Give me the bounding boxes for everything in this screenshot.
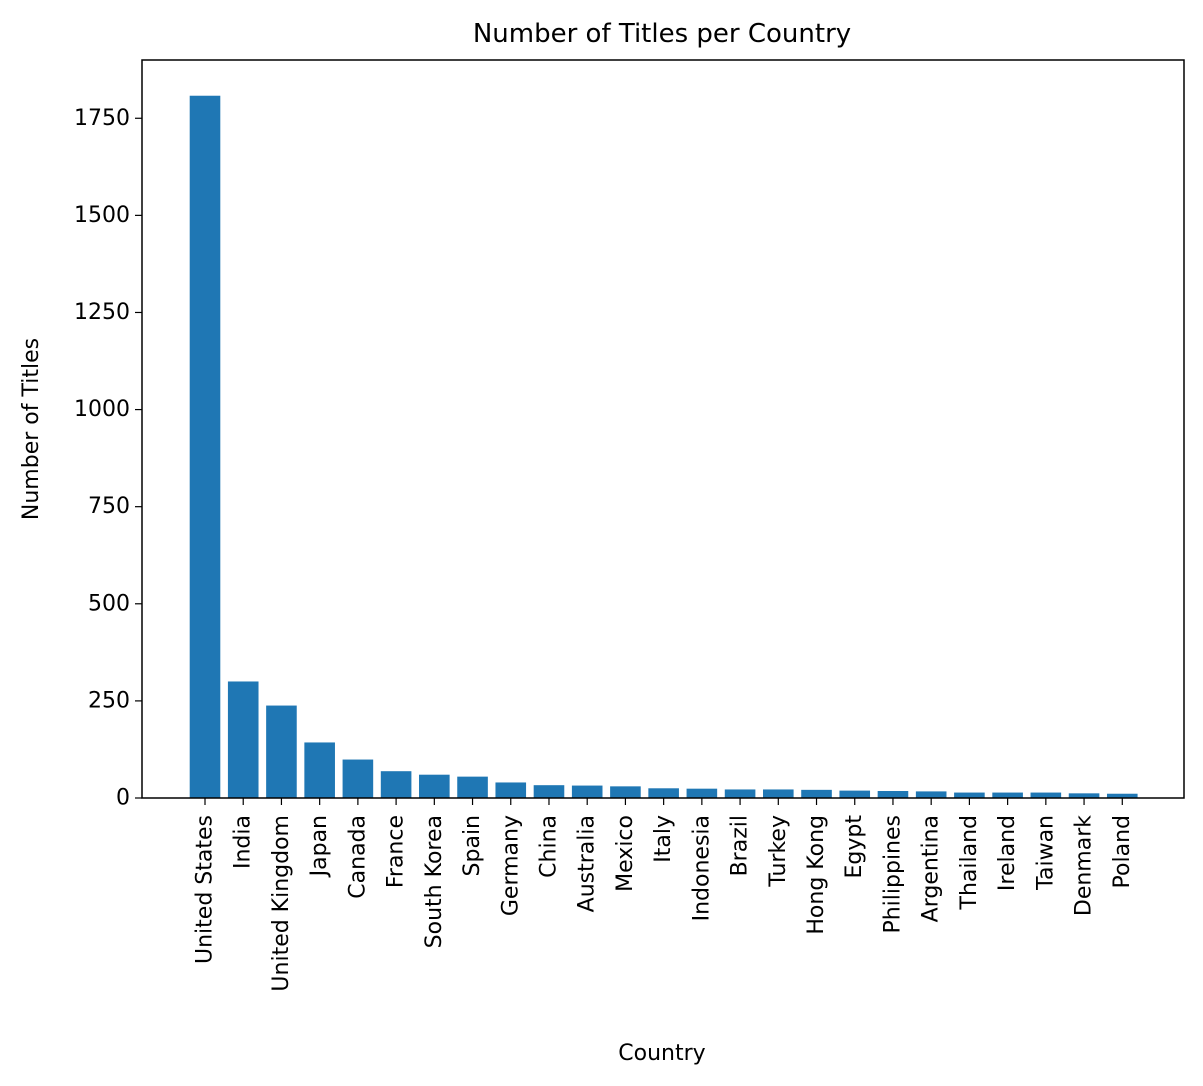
x-tick-label: United States xyxy=(193,815,218,964)
bar-japan xyxy=(304,742,335,798)
bar-thailand xyxy=(954,792,985,798)
x-tick-label: Turkey xyxy=(766,815,791,888)
bar-spain xyxy=(457,776,488,798)
bar-indonesia xyxy=(686,788,718,798)
x-tick-label: Mexico xyxy=(613,815,638,892)
bar-italy xyxy=(648,788,679,798)
x-tick-label: India xyxy=(231,815,256,869)
bar-france xyxy=(380,771,412,798)
y-tick-label: 1000 xyxy=(74,397,130,422)
x-tick-label: Philippines xyxy=(880,815,905,934)
x-tick-label: Germany xyxy=(498,815,523,916)
chart-title: Number of Titles per Country xyxy=(473,19,851,49)
bar-india xyxy=(227,681,259,798)
bar-united-states xyxy=(189,95,221,798)
bar-taiwan xyxy=(1030,792,1062,798)
y-tick-label: 750 xyxy=(88,494,130,519)
bar-australia xyxy=(571,785,603,798)
bar-brazil xyxy=(724,789,756,798)
x-tick-label: South Korea xyxy=(422,815,447,948)
y-tick-label: 1250 xyxy=(74,300,130,325)
y-tick-label: 1500 xyxy=(74,203,130,228)
x-axis-title: Country xyxy=(618,1041,705,1066)
bar-denmark xyxy=(1068,793,1100,798)
bar-mexico xyxy=(610,786,641,798)
x-tick-label: Brazil xyxy=(728,815,753,876)
x-tick-label: Poland xyxy=(1110,815,1135,888)
x-tick-label: Thailand xyxy=(957,815,982,910)
x-tick-label: Taiwan xyxy=(1033,815,1058,891)
y-tick-label: 500 xyxy=(88,591,130,616)
bar-germany xyxy=(495,782,527,798)
x-tick-label: China xyxy=(536,815,561,878)
bar-argentina xyxy=(915,791,947,798)
x-tick-label: Canada xyxy=(345,815,370,899)
bar-poland xyxy=(1106,793,1138,798)
x-tick-label: Australia xyxy=(575,815,600,912)
y-tick-label: 250 xyxy=(88,688,130,713)
x-tick-label: Argentina xyxy=(919,815,944,922)
bar-philippines xyxy=(877,791,909,798)
x-tick-label: Japan xyxy=(307,815,332,878)
x-tick-label: Ireland xyxy=(995,815,1020,891)
plot-frame xyxy=(141,59,1185,799)
x-tick-label: Denmark xyxy=(1072,815,1097,916)
x-tick-label: Indonesia xyxy=(689,815,714,921)
bar-china xyxy=(533,785,565,798)
y-axis-ticks: 0 250 500 750 1000 1250 1500 1750 xyxy=(74,106,142,811)
x-tick-label: Spain xyxy=(460,815,485,876)
x-tick-label: United Kingdom xyxy=(269,815,294,992)
y-axis-title: Number of Titles xyxy=(19,338,44,520)
bar-south-korea xyxy=(419,774,450,798)
x-axis-ticks: United States India United Kingdom Japan Can… xyxy=(193,798,1135,992)
x-tick-label: Hong Kong xyxy=(804,815,829,935)
bar-egypt xyxy=(839,790,871,798)
y-tick-label: 1750 xyxy=(74,106,130,131)
x-tick-label: Italy xyxy=(651,815,676,863)
bar-united-kingdom xyxy=(266,705,297,798)
bar-hong-kong xyxy=(801,789,832,798)
bar-turkey xyxy=(763,789,794,798)
y-tick-label: 0 xyxy=(116,786,130,811)
x-tick-label: Egypt xyxy=(842,815,867,879)
x-tick-label: France xyxy=(384,815,409,888)
bar-canada xyxy=(342,759,374,798)
bars-group xyxy=(189,95,1138,798)
bar-ireland xyxy=(992,792,1023,798)
